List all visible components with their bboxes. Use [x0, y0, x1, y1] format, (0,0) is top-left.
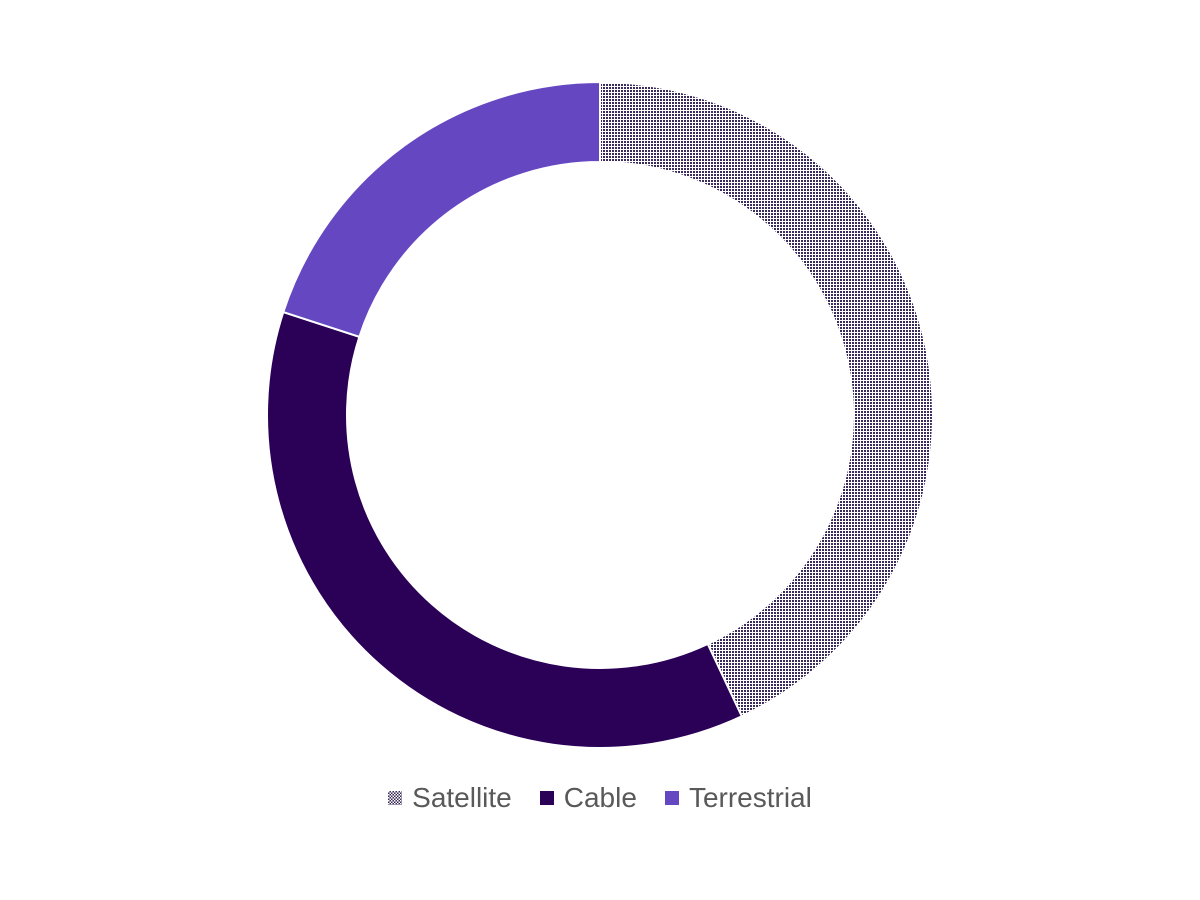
slice-satellite	[599, 80, 934, 718]
legend-swatch	[539, 791, 554, 805]
legend-label: Cable	[563, 782, 637, 813]
legend-swatch	[664, 791, 679, 805]
legend-swatch	[388, 791, 403, 805]
legend-label: Terrestrial	[688, 782, 812, 813]
slice-terrestrial	[282, 80, 601, 339]
legend-item-terrestrial: Terrestrial	[664, 782, 812, 814]
legend: Satellite Cable Terrestrial	[0, 782, 1200, 814]
legend-item-cable: Cable	[539, 782, 637, 814]
legend-item-satellite: Satellite	[388, 782, 512, 814]
slice-cable	[266, 310, 744, 749]
legend-label: Satellite	[412, 782, 512, 813]
